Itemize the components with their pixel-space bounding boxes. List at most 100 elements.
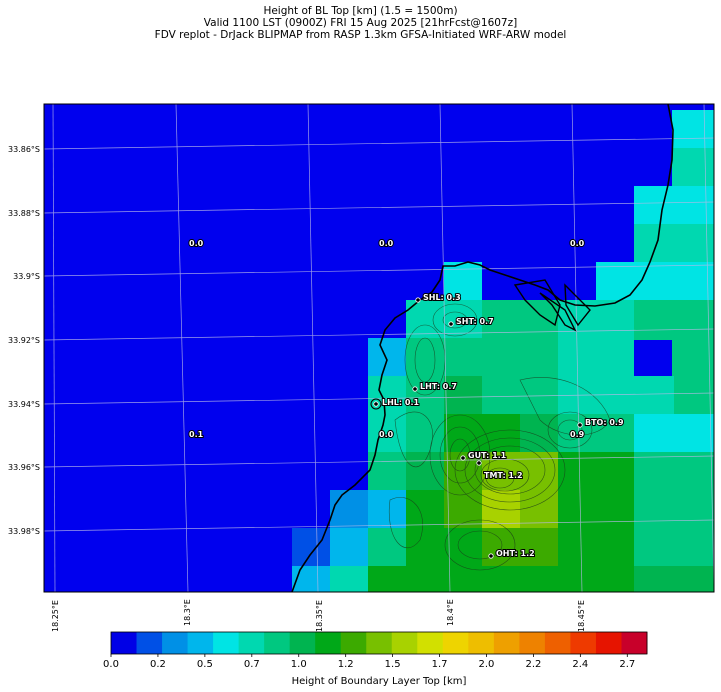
colorbar-tick-label: 1.2 xyxy=(338,659,354,670)
colorbar-swatch xyxy=(442,632,469,654)
colorbar-tick-label: 0.0 xyxy=(103,659,119,670)
colorbar-swatch xyxy=(238,632,265,654)
bl-cell xyxy=(406,490,444,530)
bl-cell xyxy=(520,490,558,530)
lon-label: 18.35°E xyxy=(315,600,324,632)
station-marker xyxy=(476,460,482,466)
station-gut[interactable]: GUT: 1.1 xyxy=(460,450,508,461)
grid-values: 0.0 0.0 0.0 0.1 0.0 0.9 xyxy=(188,238,586,440)
station-lhl[interactable]: LHL: 0.1 xyxy=(370,397,420,410)
stations[interactable]: SHL: 0.3 SHT: 0.7 LHT: 0.7 LHL: 0.1 BTO:… xyxy=(370,292,625,559)
colorbar-swatch xyxy=(289,632,316,654)
bl-cell xyxy=(368,566,634,592)
colorbar-tick-label: 2.7 xyxy=(619,659,635,670)
lon-label: 18.3°E xyxy=(183,599,192,626)
map-panel[interactable]: 0.0 0.0 0.0 0.1 0.0 0.9 SHL: 0.3 SHT: 0.… xyxy=(44,104,714,592)
colorbar-tick-label: 0.5 xyxy=(197,659,213,670)
colorbar-tick-label: 0.2 xyxy=(150,659,166,670)
coastline xyxy=(291,104,674,592)
station-bto[interactable]: BTO: 0.9 xyxy=(577,417,625,428)
colorbar-swatch xyxy=(213,632,240,654)
bl-cell xyxy=(558,414,634,454)
station-marker xyxy=(448,321,454,327)
bl-cell xyxy=(368,338,406,378)
harbour-outline xyxy=(513,279,591,332)
bl-cell xyxy=(558,528,634,568)
station-ring xyxy=(370,398,382,410)
colorbar-tick-label: 2.0 xyxy=(479,659,495,670)
bl-cell xyxy=(672,110,714,150)
bl-cell xyxy=(634,224,714,264)
station-lht[interactable]: LHT: 0.7 xyxy=(412,381,458,392)
bl-cell xyxy=(368,376,406,416)
bl-cell xyxy=(444,376,482,416)
bl-height-cells xyxy=(292,110,714,592)
colorbar-swatch xyxy=(111,632,138,654)
colorbar-tick-label: 2.2 xyxy=(525,659,541,670)
colorbar-swatch xyxy=(468,632,495,654)
colorbar-swatch xyxy=(570,632,597,654)
lat-label: 33.98°S xyxy=(8,527,40,536)
lat-label: 33.92°S xyxy=(8,336,40,345)
grid-value: 0.0 xyxy=(379,239,394,248)
station-tmt[interactable]: TMT: 1.2 xyxy=(476,460,524,481)
title-line-3: FDV replot - DrJack BLIPMAP from RASP 1.… xyxy=(154,29,567,41)
lat-label: 33.86°S xyxy=(8,145,40,154)
colorbar-title: Height of Boundary Layer Top [km] xyxy=(292,676,467,687)
station-label: BTO: 0.9 xyxy=(585,418,624,427)
colorbar-ticks: 0.0 0.2 0.5 0.7 1.0 1.2 1.5 1.7 2.0 2.2 2.4 2.7 xyxy=(103,654,635,670)
station-shl[interactable]: SHL: 0.3 xyxy=(415,292,462,303)
colorbar-swatch xyxy=(391,632,418,654)
colorbar-tick-label: 1.5 xyxy=(385,659,401,670)
bl-cell xyxy=(558,490,634,530)
bl-cell xyxy=(634,414,714,454)
bl-cell xyxy=(558,338,634,378)
latitude-labels: 33.86°S 33.88°S 33.9°S 33.92°S 33.94°S 3… xyxy=(8,145,40,536)
colorbar-swatch xyxy=(136,632,163,654)
lat-label: 33.96°S xyxy=(8,463,40,472)
station-label: LHT: 0.7 xyxy=(420,382,457,391)
bl-cell xyxy=(672,148,714,188)
colorbar-frame xyxy=(110,631,648,655)
station-label: SHT: 0.7 xyxy=(456,317,494,326)
grid-value: 0.0 xyxy=(189,239,204,248)
lat-label: 33.9°S xyxy=(13,272,40,281)
colorbar-swatch xyxy=(493,632,520,654)
longitude-labels: 18.25°E 18.3°E 18.35°E 18.4°E 18.45°E xyxy=(51,599,586,632)
bl-cell xyxy=(406,376,444,416)
map-frame xyxy=(43,103,715,593)
bl-cell xyxy=(368,528,406,568)
station-marker xyxy=(415,297,421,303)
colorbar-tick-label: 1.7 xyxy=(432,659,448,670)
station-label: GUT: 1.1 xyxy=(468,451,507,460)
grid-value: 0.1 xyxy=(189,430,204,439)
bl-cell xyxy=(292,566,330,592)
colorbar-swatch xyxy=(544,632,571,654)
station-label: TMT: 1.2 xyxy=(484,471,523,480)
bl-cell xyxy=(406,528,482,568)
colorbar-swatch xyxy=(519,632,546,654)
chart-title: Height of BL Top [km] (1.5 = 1500m) Vali… xyxy=(0,5,721,41)
colorbar-swatch xyxy=(366,632,393,654)
bl-cell xyxy=(482,300,558,340)
title-line-2: Valid 1100 LST (0900Z) FRI 15 Aug 2025 [… xyxy=(203,17,518,29)
bl-cell xyxy=(330,566,368,592)
station-marker xyxy=(460,455,466,461)
colorbar-tick-label: 0.7 xyxy=(244,659,260,670)
bl-cell xyxy=(368,490,406,530)
bl-cell xyxy=(596,262,714,302)
lon-label: 18.25°E xyxy=(51,600,60,632)
grid-value: 0.0 xyxy=(379,430,394,439)
colorbar-swatch xyxy=(417,632,444,654)
colorbar: 0.0 0.2 0.5 0.7 1.0 1.2 1.5 1.7 2.0 2.2 2.4 2.7 Hei… xyxy=(103,631,648,687)
bl-cell xyxy=(634,300,714,340)
bl-cell xyxy=(520,414,558,454)
bl-cell xyxy=(634,566,714,592)
station-oht[interactable]: OHT: 1.2 xyxy=(488,548,536,559)
colorbar-swatch xyxy=(162,632,189,654)
bl-cell xyxy=(482,338,558,378)
station-sht[interactable]: SHT: 0.7 xyxy=(448,316,495,327)
bl-cell xyxy=(406,452,444,492)
station-marker xyxy=(373,401,379,407)
colorbar-tick-label: 1.0 xyxy=(291,659,307,670)
